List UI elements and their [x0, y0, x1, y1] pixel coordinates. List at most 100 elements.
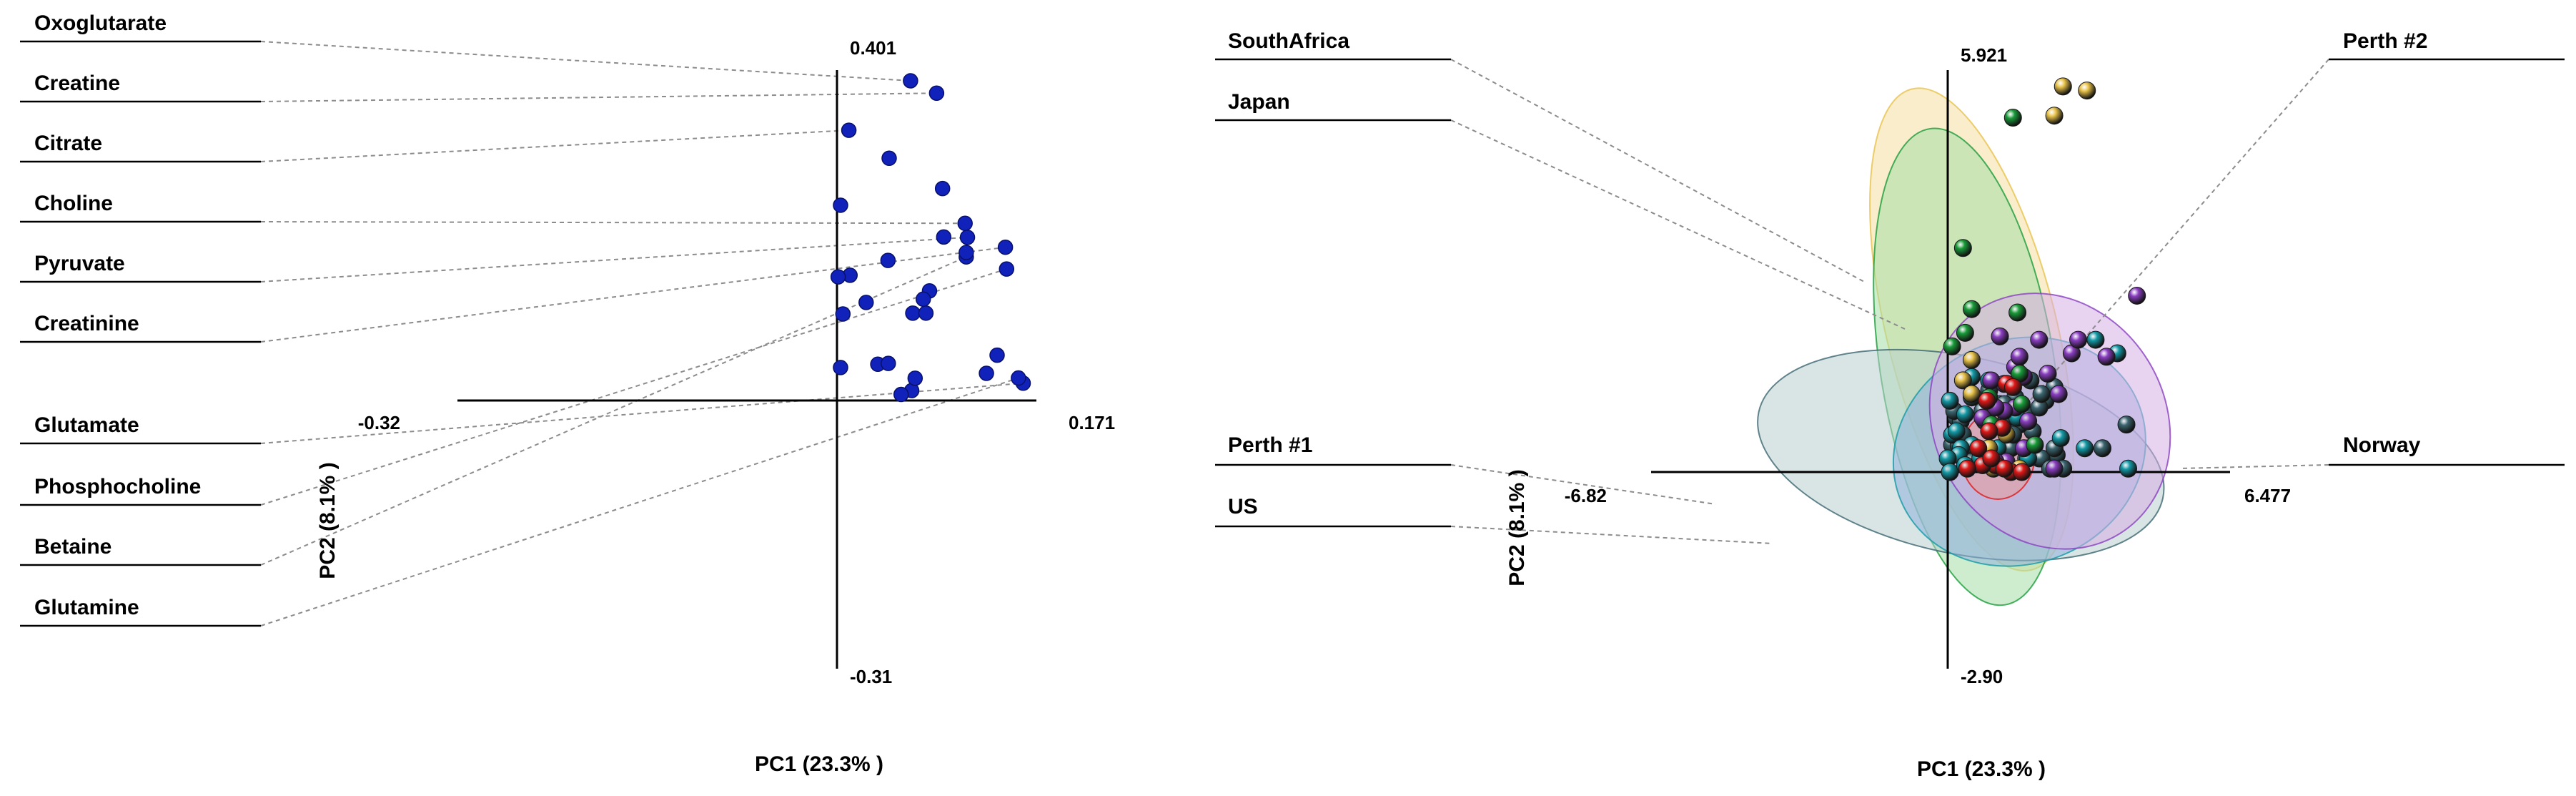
x-min-tick-label: -6.82	[1565, 485, 1607, 506]
x-min-tick-label: -0.32	[358, 412, 400, 433]
score-point	[1941, 391, 1959, 410]
loading-point	[958, 245, 974, 260]
score-point	[1958, 459, 1976, 478]
score-point	[2008, 303, 2027, 322]
x-axis-label: PC1 (23.3% )	[755, 752, 883, 776]
metabolite-label: Phosphocholine	[34, 475, 201, 498]
leader-line	[260, 236, 968, 282]
score-point	[2119, 459, 2138, 478]
loading-point	[934, 180, 951, 197]
loading-point	[841, 122, 857, 138]
loading-point	[936, 229, 952, 245]
metabolite-label: Creatinine	[34, 312, 139, 335]
score-point	[1953, 239, 1972, 257]
metabolite-label: Glutamine	[34, 596, 139, 619]
loading-point	[915, 291, 931, 308]
score-point	[1995, 459, 2013, 478]
score-point	[2097, 348, 2116, 366]
score-point	[2051, 429, 2070, 448]
score-point	[2117, 416, 2136, 434]
score-point	[1962, 350, 1981, 369]
loading-point	[918, 305, 934, 321]
score-point	[2086, 330, 2105, 349]
leader-line	[2179, 464, 2329, 469]
leader-line	[260, 41, 911, 82]
score-point	[2049, 385, 2068, 403]
group-label: Japan	[1228, 90, 1290, 114]
score-point	[2054, 77, 2072, 96]
loading-point	[989, 347, 1005, 363]
y-max-tick-label: 5.921	[1961, 44, 2007, 66]
leader-line	[260, 377, 1019, 627]
score-point	[1956, 405, 1974, 423]
leader-line	[260, 129, 849, 162]
score-point	[1956, 323, 1974, 342]
score-points	[1938, 77, 2146, 481]
score-point	[1982, 371, 2001, 390]
y-axis-label: PC2 (8.1% )	[1505, 469, 1529, 586]
loading-points	[830, 73, 1031, 403]
score-point	[2128, 286, 2146, 305]
loading-point	[957, 215, 973, 232]
loading-point	[905, 305, 921, 321]
group-label: SouthAfrica	[1228, 29, 1349, 53]
score-point	[1947, 422, 1966, 441]
loading-point	[835, 306, 851, 322]
score-point	[1943, 337, 1961, 355]
loading-point	[997, 239, 1014, 255]
group-ellipses	[1757, 87, 2171, 606]
leader-line	[260, 268, 1007, 506]
score-point	[2045, 459, 2064, 478]
loading-point	[858, 295, 874, 310]
label-leaders	[260, 41, 1024, 627]
loading-point	[999, 261, 1015, 277]
leader-line	[1450, 59, 1866, 283]
leader-line	[1450, 119, 1906, 330]
score-point	[2026, 436, 2044, 454]
score-point	[2038, 365, 2057, 383]
group-label: US	[1228, 495, 1258, 519]
metabolite-label: Choline	[34, 192, 113, 215]
score-point	[2069, 330, 2088, 349]
leader-line	[260, 256, 967, 566]
loading-point	[907, 370, 923, 386]
loading-point	[979, 365, 994, 381]
group-label: Perth #1	[1228, 433, 1312, 457]
y-min-tick-label: -2.90	[1961, 666, 2003, 687]
score-point	[1962, 385, 1981, 403]
metabolite-label: Betaine	[34, 535, 112, 559]
loading-point	[1011, 370, 1026, 386]
score-point	[2019, 412, 2038, 431]
leader-line	[260, 221, 966, 225]
scores-plot: -6.82 6.477 5.921 -2.90 PC1 (23.3% ) PC2…	[1215, 29, 2565, 781]
y-axis-label: PC2 (8.1% )	[316, 462, 340, 579]
group-label: Perth #2	[2343, 29, 2427, 53]
metabolite-label: Glutamate	[34, 413, 139, 437]
score-point	[1991, 327, 2009, 345]
score-point	[1953, 371, 1972, 390]
score-point	[1963, 300, 1981, 318]
loading-point	[880, 252, 896, 268]
leader-line	[1450, 526, 1773, 544]
loading-point	[830, 269, 846, 285]
y-max-tick-label: 0.401	[850, 37, 896, 59]
group-label: Norway	[2343, 433, 2421, 457]
metabolite-label: Creatine	[34, 72, 120, 95]
score-point	[2003, 109, 2022, 127]
score-point	[2032, 385, 2051, 403]
loadings-plot: -0.32 0.171 0.401 -0.31 PC1 (23.3% ) PC2…	[20, 11, 1115, 776]
score-point	[1980, 422, 1998, 441]
metabolite-label: Citrate	[34, 132, 102, 155]
score-point	[2012, 395, 2031, 413]
score-point	[2030, 330, 2049, 349]
score-point	[1969, 439, 1988, 458]
score-point	[1978, 391, 1996, 410]
score-point	[1941, 463, 1959, 481]
loading-point	[903, 73, 918, 89]
loading-point	[928, 85, 945, 102]
leader-line	[260, 92, 937, 102]
loading-point	[881, 355, 896, 371]
y-min-tick-label: -0.31	[850, 666, 892, 687]
loading-point	[959, 230, 976, 245]
